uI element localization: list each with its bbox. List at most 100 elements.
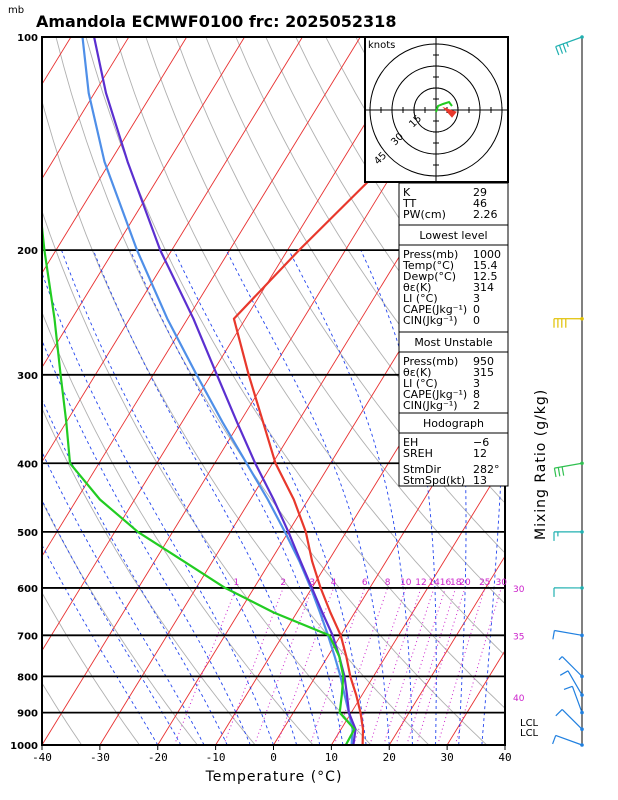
dry-adiabat xyxy=(0,37,33,760)
panel-value: 46 xyxy=(473,197,487,210)
panel-value: 15.4 xyxy=(473,259,498,272)
panel-label: PW(cm) xyxy=(403,208,446,221)
mixing-ratio-line xyxy=(395,587,446,745)
panel-value: 3 xyxy=(473,292,480,305)
isotherm xyxy=(42,37,361,558)
wind-barb-staff xyxy=(571,686,583,713)
mixing-ratio-line xyxy=(254,587,313,745)
mixing-ratio-tick-label: 16 xyxy=(440,578,452,588)
x-tick-label: 20 xyxy=(383,751,396,764)
panel-label: EH xyxy=(403,436,418,449)
panel-value: 3 xyxy=(473,377,480,390)
wind-barb-dot xyxy=(580,633,584,638)
isotherm xyxy=(330,460,505,745)
mixing-ratio-line xyxy=(223,587,284,745)
wind-barb-flag xyxy=(561,466,565,476)
dry-adiabat xyxy=(566,37,618,760)
wind-barb-dot xyxy=(580,586,584,590)
panel-label: Press(mb) xyxy=(403,355,458,368)
dry-adiabat xyxy=(42,500,198,745)
panel-label: θε(K) xyxy=(403,366,431,379)
dry-adiabat xyxy=(506,37,618,760)
wind-barb-flag xyxy=(552,735,557,745)
pressure-tick-label: 400 xyxy=(17,459,38,470)
panel-value: 0 xyxy=(473,314,480,327)
parcel-profile xyxy=(81,37,354,745)
mixing-ratio-tick-label: 1 xyxy=(234,578,240,588)
wind-barb-dot xyxy=(580,35,584,39)
lcl-label: LCL xyxy=(520,728,539,739)
isotherm xyxy=(42,37,72,86)
dry-adiabat xyxy=(42,591,141,745)
isotherm xyxy=(157,177,505,745)
mixing-ratio-line xyxy=(276,587,335,745)
isotherm xyxy=(42,37,419,652)
dry-adiabat xyxy=(42,209,372,745)
hodograph-trace xyxy=(435,100,453,113)
mixing-ratio-tick-label: 4 xyxy=(331,578,337,588)
panel-value: 29 xyxy=(473,186,487,199)
isotherm xyxy=(42,37,303,463)
mixing-ratio-tick-label: 10 xyxy=(400,578,412,588)
isotherm xyxy=(42,37,246,369)
theta-e-label: 40 xyxy=(513,694,525,704)
wind-barb-staff xyxy=(561,708,583,730)
moist-adiabat xyxy=(92,249,321,745)
theta-e-label: 35 xyxy=(513,632,524,642)
panel-value: 2 xyxy=(473,399,480,412)
wind-barb-flag xyxy=(555,46,560,56)
mixing-ratio-tick-label: 3 xyxy=(309,578,315,588)
lcl-label: LCL xyxy=(520,718,539,729)
isotherm xyxy=(554,21,618,760)
mixing-ratio-tick-label: 8 xyxy=(385,578,391,588)
panel-value: 314 xyxy=(473,281,494,294)
panel-label: LI (°C) xyxy=(403,377,438,390)
wind-barb-staff xyxy=(554,629,583,636)
x-axis-label: Temperature (°C) xyxy=(205,769,343,785)
isotherm xyxy=(388,555,505,745)
x-tick-label: 40 xyxy=(498,751,511,764)
wind-barb-flag xyxy=(562,43,567,53)
panel-value: 950 xyxy=(473,355,494,368)
mixing-ratio-tick-label: 25 xyxy=(479,578,490,588)
dry-adiabat xyxy=(175,37,505,554)
theta-e-label: 30 xyxy=(513,585,525,595)
x-tick-label: -20 xyxy=(148,751,168,764)
panel-value: 2.26 xyxy=(473,208,498,221)
moist-adiabat xyxy=(42,544,159,745)
moist-adiabat xyxy=(288,249,413,745)
index-panels: K 29 TT 46 PW(cm) 2.26 Lowest level Press(mb) 10… xyxy=(398,182,509,487)
pressure-tick-label: 100 xyxy=(17,33,38,44)
panel-label: CIN(Jkg⁻¹) xyxy=(403,314,458,327)
pressure-tick-label: 200 xyxy=(17,246,38,257)
pressure-tick-label: 900 xyxy=(17,709,38,720)
moist-adiabat xyxy=(42,398,228,745)
wind-barb-dot xyxy=(580,727,584,732)
pressure-unit-label: mb xyxy=(8,5,24,16)
isotherm xyxy=(42,37,130,180)
panel-label: Press(mb) xyxy=(403,248,458,261)
panel-label: StmDir xyxy=(403,463,442,476)
panel-value: 13 xyxy=(473,474,487,487)
wind-barb-flag xyxy=(555,708,563,717)
wind-barb-flag xyxy=(563,685,573,690)
panel-value: 282° xyxy=(473,463,500,476)
panel-box xyxy=(398,412,509,487)
isotherm xyxy=(42,37,188,274)
wind-barb-dot xyxy=(580,710,584,715)
x-tick-label: 10 xyxy=(325,751,338,764)
pressure-tick-label: 600 xyxy=(17,584,38,595)
mixing-ratio-tick-label: 12 xyxy=(415,578,426,588)
isotherm xyxy=(612,21,618,760)
x-tick-label: -30 xyxy=(90,751,110,764)
x-tick-label: -10 xyxy=(206,751,226,764)
x-tick-label: -40 xyxy=(32,751,52,764)
panel-value: 1000 xyxy=(473,248,501,261)
panel-value: 12 xyxy=(473,447,487,460)
hodograph-unit-label: knots xyxy=(368,40,395,51)
pressure-tick-label: 700 xyxy=(17,631,38,642)
pressure-tick-label: 800 xyxy=(17,672,38,683)
pressure-tick-label: 1000 xyxy=(10,741,38,752)
wind-barb-dot xyxy=(580,316,584,321)
